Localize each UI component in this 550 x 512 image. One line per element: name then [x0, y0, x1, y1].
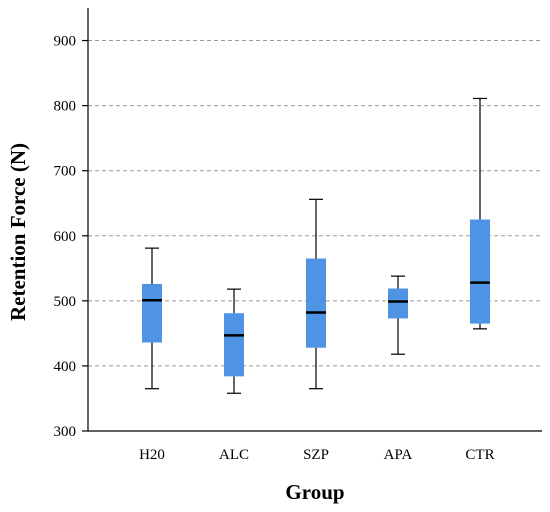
- y-tick-labels: 300 400 500 600 700 800 900: [54, 34, 88, 440]
- iqr-box: [470, 219, 490, 324]
- axes: [87, 8, 542, 432]
- box-szp: [306, 198, 326, 390]
- x-tick-label: APA: [384, 447, 413, 463]
- y-tick-label: 400: [54, 359, 77, 375]
- box-h20: [142, 247, 162, 390]
- x-tick-label: SZP: [303, 447, 329, 463]
- y-tick-label: 800: [54, 99, 77, 115]
- box-alc: [224, 288, 244, 394]
- box-ctr: [470, 97, 490, 330]
- iqr-box: [306, 258, 326, 348]
- y-tick-label: 600: [54, 229, 77, 245]
- iqr-box: [142, 283, 162, 343]
- y-tick-label: 500: [54, 294, 77, 310]
- y-axis-title: Retention Force (N): [6, 143, 30, 321]
- boxes: [142, 97, 490, 394]
- box-apa: [388, 275, 408, 355]
- x-tick-label: ALC: [219, 447, 249, 463]
- y-tick-label: 700: [54, 164, 77, 180]
- y-tick-label: 300: [54, 424, 77, 440]
- y-tick-label: 900: [54, 34, 77, 50]
- x-axis-title: Group: [285, 480, 344, 504]
- iqr-box: [388, 288, 408, 319]
- x-tick-labels: H20 ALC SZP APA CTR: [139, 447, 495, 463]
- x-tick-label: H20: [139, 447, 165, 463]
- x-tick-label: CTR: [465, 447, 494, 463]
- iqr-box: [224, 313, 244, 377]
